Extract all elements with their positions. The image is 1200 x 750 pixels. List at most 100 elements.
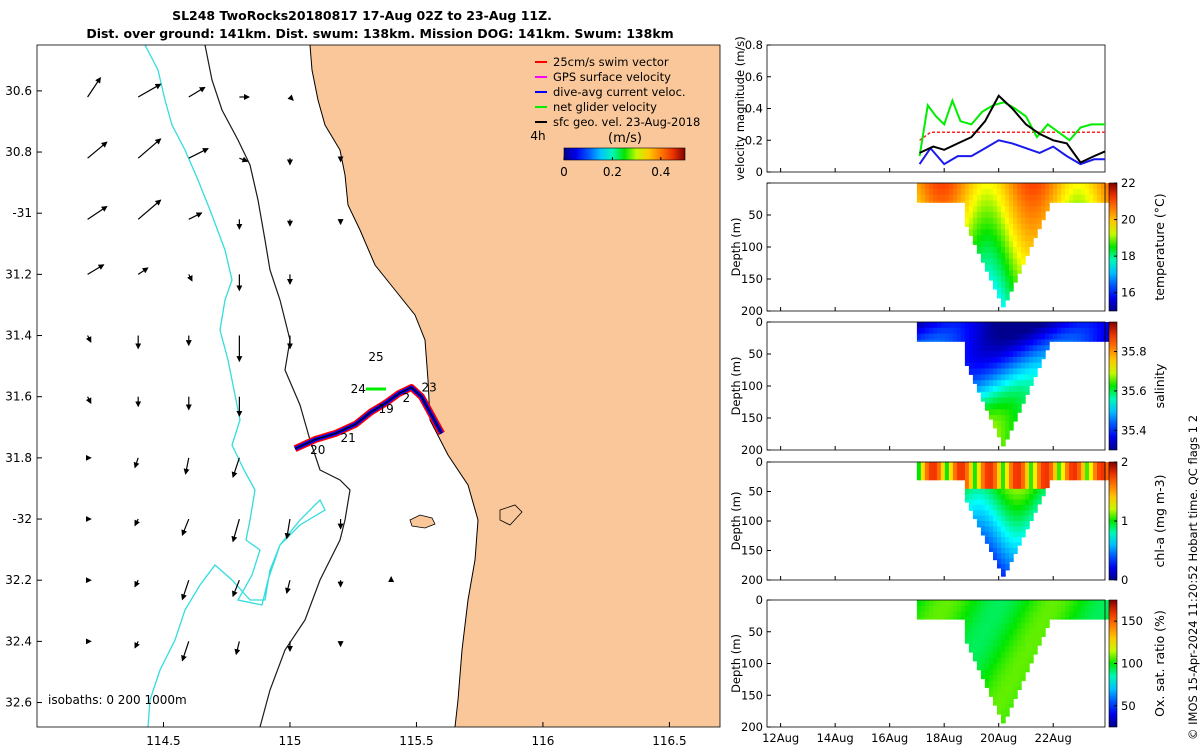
chla-cell <box>940 472 946 479</box>
oxygen-cell <box>1081 617 1086 620</box>
oxygen-cell <box>1001 721 1006 724</box>
salinity-cell <box>968 368 974 375</box>
temperature-cell <box>1017 270 1022 274</box>
map-x-tick-label: 116 <box>531 734 554 748</box>
temperature-cell <box>1001 264 1006 271</box>
chla-cell <box>972 488 978 495</box>
salinity-cell <box>989 380 994 387</box>
temperature-cell <box>1105 188 1110 196</box>
oxygen-cell <box>1029 605 1034 613</box>
temperature-cell <box>1101 188 1106 196</box>
salinity-cell <box>1105 322 1110 329</box>
oxygen-y-tick-label: 200 <box>741 720 763 734</box>
salinity-cell <box>976 327 982 335</box>
salinity-cell <box>952 322 958 329</box>
temperature-cell <box>989 229 994 236</box>
oxygen-cell <box>972 611 978 618</box>
salinity-cell <box>1001 386 1006 393</box>
chla-cell <box>1033 467 1038 474</box>
temperature-cell <box>980 229 986 236</box>
chla-cell <box>1033 488 1038 495</box>
salinity-cell <box>1029 333 1034 340</box>
temperature-cell <box>1029 223 1034 231</box>
temperature-cell <box>1097 200 1102 203</box>
map-y-tick-label: 31.4 <box>5 329 32 343</box>
chla-cell <box>1029 462 1034 468</box>
salinity-cell <box>1021 362 1026 370</box>
temperature-cell <box>989 200 994 207</box>
temperature-cell <box>980 252 986 260</box>
oxygen-cell <box>1053 605 1058 613</box>
map-y-tick-label: 31.2 <box>5 267 32 281</box>
chla-cell <box>948 472 954 479</box>
temperature-cell <box>1085 183 1090 190</box>
temperature-y-tick-label: 200 <box>741 304 763 318</box>
temperature-cell <box>1061 200 1066 203</box>
salinity-cell <box>924 327 930 335</box>
oxygen-cell <box>1077 600 1082 607</box>
chla-y-tick-label: 150 <box>741 544 763 558</box>
temperature-cell <box>984 212 990 219</box>
salinity-cell <box>1065 339 1070 342</box>
map-x-tick-label: 116.5 <box>652 734 686 748</box>
chla-cell <box>1017 531 1022 538</box>
chla-cell <box>1053 462 1058 468</box>
temperature-cell <box>1037 194 1042 201</box>
temperature-cell <box>997 217 1002 225</box>
colorbar-units-label: (m/s) <box>608 131 642 146</box>
oxygen-cell <box>1069 605 1074 613</box>
temperature-cell <box>1017 217 1022 225</box>
salinity-cell <box>948 327 954 335</box>
salinity-cell <box>1017 327 1022 335</box>
temperature-cell <box>989 223 994 231</box>
chla-cell <box>1013 494 1018 501</box>
temperature-cell <box>997 252 1002 260</box>
temperature-cell <box>984 200 990 207</box>
temperature-cell <box>997 258 1002 265</box>
temperature-cell <box>976 206 982 213</box>
map-y-tick-label: 32.2 <box>5 573 32 587</box>
chla-cell <box>980 526 986 533</box>
chla-cell <box>989 542 994 549</box>
temperature-cell <box>1001 217 1006 225</box>
oxygen-cell <box>997 634 1002 641</box>
oxygen-cell <box>968 617 974 624</box>
temperature-cell <box>997 247 1002 254</box>
chla-cell <box>1057 467 1062 474</box>
salinity-cell <box>924 339 930 342</box>
salinity-cell <box>980 374 986 381</box>
salinity-cell <box>1009 362 1014 370</box>
chla-cell <box>968 499 974 506</box>
chla-cell <box>964 488 970 495</box>
salinity-cell <box>1025 391 1030 395</box>
sfc-velocity-vector-39 <box>234 641 241 656</box>
temperature-cell <box>1013 206 1018 213</box>
oxygen-cell <box>980 611 986 618</box>
oxygen-cell <box>948 617 954 620</box>
chla-cell <box>1009 521 1014 527</box>
oxygen-cell <box>989 657 994 665</box>
salinity-cell <box>1053 339 1058 342</box>
oxygen-cell <box>997 657 1002 665</box>
temperature-cell <box>972 235 978 242</box>
oxygen-cell <box>980 600 986 607</box>
salinity-cell <box>993 420 998 428</box>
chla-cell <box>920 478 926 481</box>
chla-cell <box>1045 467 1050 474</box>
chla-cell <box>976 499 982 506</box>
temperature-cell <box>964 223 970 227</box>
salinity-cell <box>989 386 994 393</box>
temperature-cell <box>1013 223 1018 231</box>
chla-cell <box>928 467 934 474</box>
salinity-cell <box>956 327 962 335</box>
oxygen-cell <box>993 634 998 641</box>
temperature-cell <box>1001 252 1006 260</box>
chla-cell <box>989 462 994 468</box>
temperature-cell <box>1009 247 1014 254</box>
chla-cell <box>932 467 938 474</box>
oxygen-cell <box>1001 669 1006 676</box>
chla-cell <box>920 462 926 468</box>
temperature-cell <box>1005 258 1010 265</box>
salinity-cell <box>1021 397 1026 404</box>
temperature-cell <box>1001 258 1006 265</box>
